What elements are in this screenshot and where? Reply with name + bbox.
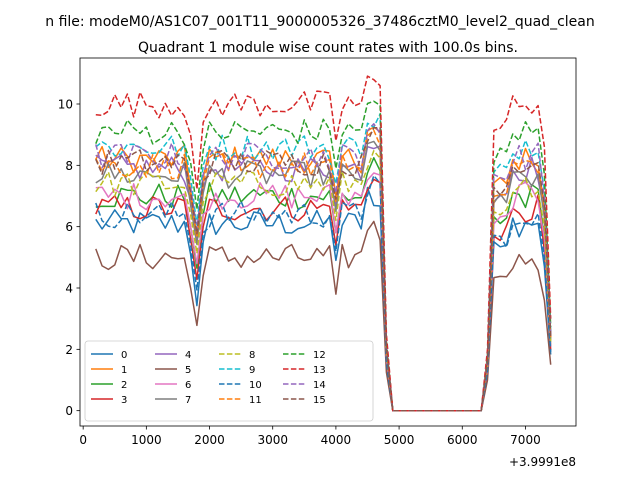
legend-label-10: 10 <box>249 380 262 391</box>
y-tick-label: 10 <box>58 98 73 112</box>
legend-label-9: 9 <box>249 365 255 376</box>
y-tick-label: 8 <box>65 159 73 173</box>
legend-label-6: 6 <box>185 380 191 391</box>
legend-label-3: 3 <box>121 395 127 406</box>
x-tick-label: 0 <box>79 433 87 447</box>
legend-label-8: 8 <box>249 350 255 361</box>
legend-label-14: 14 <box>313 380 326 391</box>
legend-label-4: 4 <box>185 350 191 361</box>
legend-label-15: 15 <box>313 395 326 406</box>
x-offset-text: +3.9991e8 <box>509 455 576 469</box>
x-tick-label: 1000 <box>131 433 162 447</box>
series-line-15 <box>95 126 552 412</box>
x-tick-label: 2000 <box>194 433 225 447</box>
legend-label-1: 1 <box>121 365 127 376</box>
x-tick-label: 5000 <box>384 433 415 447</box>
y-tick-label: 2 <box>65 343 73 357</box>
x-tick-label: 6000 <box>447 433 478 447</box>
y-tick-label: 0 <box>65 404 73 418</box>
legend-label-0: 0 <box>121 350 127 361</box>
legend-label-12: 12 <box>313 350 326 361</box>
x-tick-label: 4000 <box>321 433 352 447</box>
series-layer <box>95 75 552 412</box>
legend-label-13: 13 <box>313 365 326 376</box>
y-tick-label: 4 <box>65 282 73 296</box>
x-tick-label: 7000 <box>510 433 541 447</box>
legend-box <box>84 340 374 422</box>
legend-label-11: 11 <box>249 395 262 406</box>
chart-title: Quadrant 1 module wise count rates with … <box>138 40 518 56</box>
chart-suptitle: n file: modeM0/AS1C07_001T11_9000005326_… <box>45 14 594 30</box>
legend-label-5: 5 <box>185 365 191 376</box>
axes-frame <box>79 57 577 427</box>
legend-label-7: 7 <box>185 395 191 406</box>
legend-label-2: 2 <box>121 380 127 391</box>
x-tick-label: 3000 <box>257 433 288 447</box>
y-tick-label: 6 <box>65 220 73 234</box>
